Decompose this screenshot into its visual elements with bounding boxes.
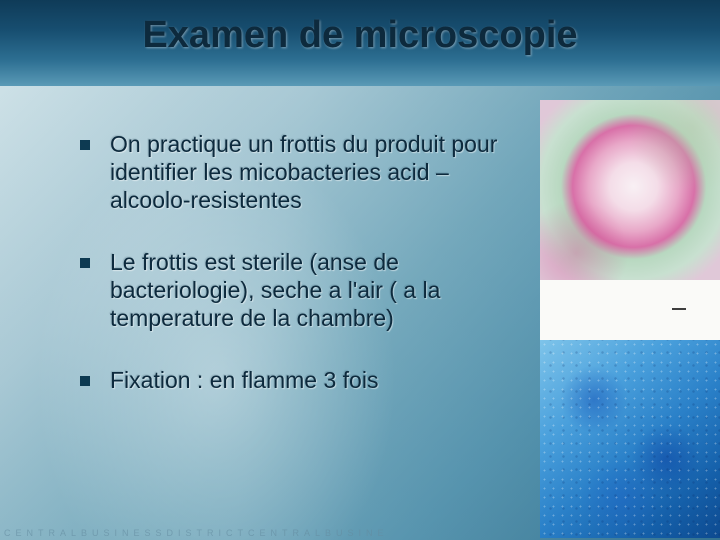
bullet-square-icon [80, 376, 90, 386]
list-item: On practique un frottis du produit pour … [80, 130, 520, 214]
microscopy-image-afb-stain [540, 340, 720, 538]
bullet-text: Le frottis est sterile (anse de bacterio… [110, 248, 520, 332]
list-item: Fixation : en flamme 3 fois [80, 366, 520, 394]
footer-watermark: CENTRALBUSINESSDISTRICTCENTRALBUSINE [4, 528, 389, 538]
bullet-square-icon [80, 140, 90, 150]
microscopy-image-histology [540, 100, 720, 280]
list-item: Le frottis est sterile (anse de bacterio… [80, 248, 520, 332]
microscopy-image-blank [540, 280, 720, 340]
bullet-square-icon [80, 258, 90, 268]
bullet-text: On practique un frottis du produit pour … [110, 130, 520, 214]
bullet-list: On practique un frottis du produit pour … [80, 130, 520, 428]
slide-title: Examen de microscopie [0, 14, 720, 57]
bullet-text: Fixation : en flamme 3 fois [110, 366, 378, 394]
side-image-stack [540, 100, 720, 538]
